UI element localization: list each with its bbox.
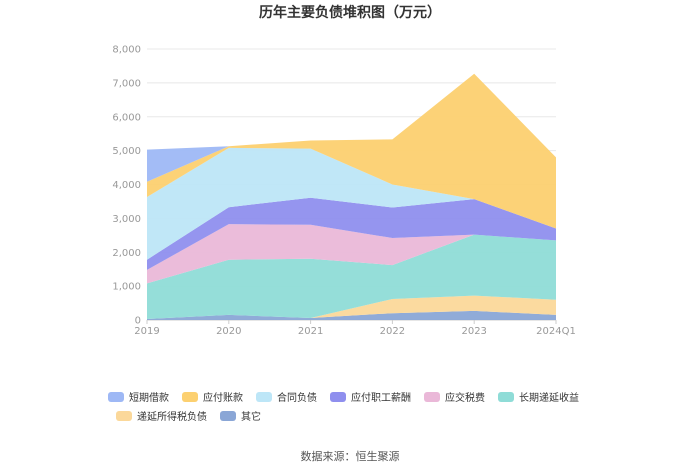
legend-label: 短期借款 <box>129 391 169 404</box>
x-axis-ticks: 2019 2020 2021 2022 2023 2024Q1 <box>134 320 576 337</box>
x-tick-label: 2024Q1 <box>536 326 576 337</box>
legend-item-其它[interactable]: 其它 <box>220 410 261 423</box>
area-series-应付职工薪酬 <box>147 197 556 270</box>
data-source-note: 数据来源：恒生聚源 <box>301 449 400 463</box>
legend-label: 应付账款 <box>203 391 243 404</box>
area-series-应交税费 <box>147 224 556 284</box>
legend-swatch <box>116 411 132 421</box>
legend-item-短期借款[interactable]: 短期借款 <box>108 391 169 404</box>
y-tick-label: 0 <box>135 316 141 327</box>
legend-item-应交税费[interactable]: 应交税费 <box>424 391 485 404</box>
y-tick-label: 3,000 <box>112 214 141 225</box>
y-tick-label: 2,000 <box>112 248 141 259</box>
chart-title: 历年主要负债堆积图（万元） <box>259 4 441 21</box>
area-series-递延所得税负债 <box>147 295 556 319</box>
legend-item-合同负债[interactable]: 合同负债 <box>256 391 317 404</box>
x-tick-label: 2023 <box>461 326 486 337</box>
y-tick-label: 1,000 <box>112 282 141 293</box>
legend-item-递延所得税负债[interactable]: 递延所得税负债 <box>116 410 207 423</box>
legend-swatch <box>330 392 346 402</box>
legend-swatch <box>256 392 272 402</box>
legend-swatch <box>498 392 514 402</box>
legend-item-长期递延收益[interactable]: 长期递延收益 <box>498 391 579 404</box>
legend-label: 合同负债 <box>277 391 317 404</box>
legend-label: 递延所得税负债 <box>137 410 207 423</box>
y-tick-label: 8,000 <box>112 45 141 56</box>
legend-swatch <box>424 392 440 402</box>
legend-label: 应交税费 <box>445 391 485 404</box>
legend-label: 其它 <box>241 410 261 423</box>
x-tick-label: 2020 <box>216 326 241 337</box>
area-series-合同负债 <box>147 147 556 260</box>
area-series-其它 <box>147 310 556 320</box>
x-tick-label: 2019 <box>134 326 159 337</box>
x-tick-label: 2022 <box>380 326 405 337</box>
legend-item-应付职工薪酬[interactable]: 应付职工薪酬 <box>330 391 411 404</box>
legend-item-应付账款[interactable]: 应付账款 <box>182 391 243 404</box>
x-tick-label: 2021 <box>298 326 323 337</box>
area-series-group <box>147 73 556 320</box>
y-tick-label: 4,000 <box>112 180 141 191</box>
y-tick-label: 7,000 <box>112 78 141 89</box>
y-axis-ticks: 0 1,000 2,000 3,000 4,000 5,000 6,000 7,000 8,00… <box>112 45 141 327</box>
area-series-长期递延收益 <box>147 234 556 319</box>
y-tick-label: 6,000 <box>112 112 141 123</box>
legend-swatch <box>108 392 124 402</box>
legend-swatch <box>182 392 198 402</box>
area-series-应付账款 <box>147 73 556 229</box>
legend-label: 应付职工薪酬 <box>351 391 411 404</box>
legend-swatch <box>220 411 236 421</box>
legend-label: 长期递延收益 <box>519 391 579 404</box>
y-tick-label: 5,000 <box>112 146 141 157</box>
